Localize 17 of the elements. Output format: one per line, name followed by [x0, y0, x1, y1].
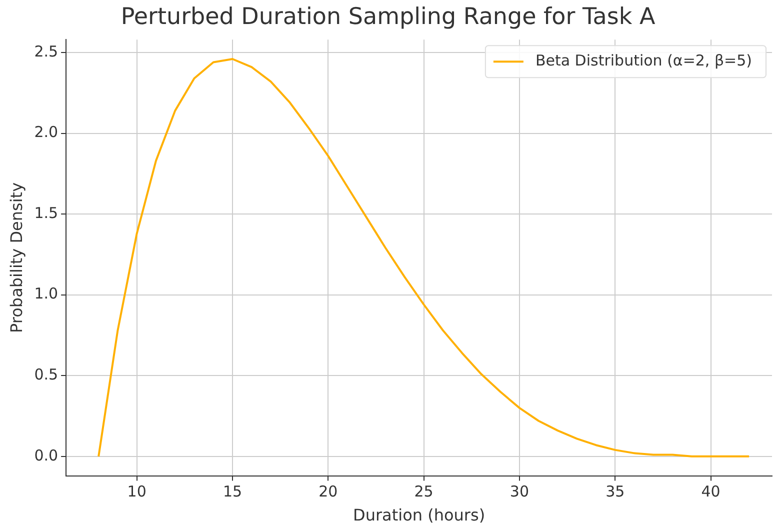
chart-title: Perturbed Duration Sampling Range for Task A	[120, 4, 656, 30]
y-tick-label: 0.0	[34, 446, 58, 464]
x-tick-label: 30	[510, 482, 530, 501]
y-tick-label: 2.5	[34, 42, 58, 60]
y-axis-title: Probability Density	[6, 182, 26, 333]
x-tick-label: 40	[701, 482, 720, 501]
x-tick-label: 35	[606, 482, 625, 501]
x-tick-label: 10	[127, 482, 146, 501]
x-tick-label: 20	[318, 482, 338, 501]
y-tick-label: 0.5	[34, 366, 58, 384]
legend-label: Beta Distribution (α=2, β=5)	[535, 51, 752, 70]
x-tick-label: 25	[414, 482, 434, 501]
x-axis-title: Duration (hours)	[353, 506, 486, 525]
y-tick-label: 1.5	[34, 204, 58, 222]
y-tick-label: 1.0	[34, 284, 58, 303]
x-tick-label: 15	[222, 482, 242, 501]
y-tick-label: 2.0	[34, 123, 58, 142]
